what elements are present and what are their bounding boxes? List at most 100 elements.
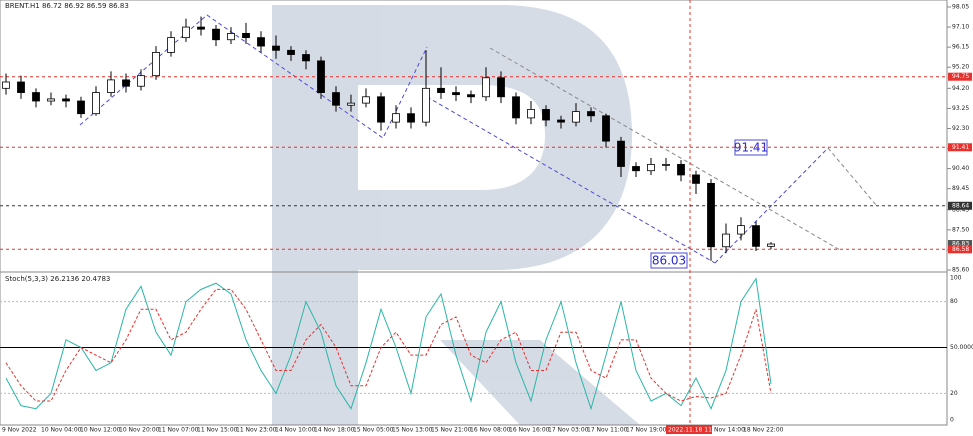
y-tick-label: 50.0000 [950,344,973,351]
candle-body [752,225,760,247]
osc-title: Stoch(5,3,3) 26.2136 20.4783 [5,275,110,283]
candle-body [62,98,70,102]
level-tag [948,72,972,81]
candle-body [572,111,580,123]
candle-body [497,77,505,98]
osc-line [5,277,772,411]
candle-body [422,87,430,123]
candle-body [467,94,475,98]
level-label: 91.41 [952,144,969,151]
x-tick-label: 9 Nov 2022 [2,427,37,434]
candle-body [227,33,235,41]
candle-body [482,77,490,98]
x-tick-label: 14 Nov 18:00 [314,427,355,434]
candle-body [392,113,400,123]
candle-body [17,81,25,93]
candle-body [722,233,730,248]
y-tick-label: 90.40 [952,165,969,172]
osc-frame [0,271,948,426]
candle-body [737,225,745,235]
y-tick-label: 96.15 [952,44,969,51]
x-tick-label: 11 Nov 07:00 [158,427,199,434]
candle-body [32,92,40,102]
x-tick-label: 14 Nov 10:00 [275,427,316,434]
level-label: 86.83 [952,241,969,248]
x-tick-label: 15 Nov 05:00 [353,427,394,434]
x-tick-label: 10 Nov 20:00 [119,427,160,434]
candle-body [527,109,535,119]
candle-body [362,96,370,104]
candle-body [347,102,355,106]
x-tick-label: 11 Nov 23:00 [236,427,277,434]
cursor-tag [666,425,712,434]
candle-body [542,109,550,121]
candle-body [317,60,325,93]
candle-body [137,75,145,87]
level-tag [948,240,972,249]
x-tick-label: 17 Nov 11:00 [587,427,628,434]
x-tick-label: 18 Nov 22:00 [743,427,784,434]
candle-body [512,96,520,119]
candle-body [197,26,205,30]
candle-body [662,163,670,166]
y-tick-label: 94.20 [952,85,969,92]
level-label: 94.75 [952,73,969,80]
x-tick-label: 17 Nov 19:00 [626,427,667,434]
y-tick-label: 100 [950,275,962,282]
candle-body [452,92,460,96]
candle-body [632,166,640,172]
candle-body [617,140,625,167]
y-tick-label: 85.60 [952,267,969,274]
candle-body [707,182,715,248]
y-tick-label: 93.25 [952,105,969,112]
y-tick-label: 95.20 [952,64,969,71]
y-tick-label: 89.45 [952,185,969,192]
x-tick-label: 15 Nov 21:00 [431,427,472,434]
candle-body [647,163,655,172]
x-tick-label: 15 Nov 13:00 [392,427,433,434]
y-tick-label: 0 [950,417,954,424]
candle-body [377,96,385,123]
candle-body [92,92,100,115]
x-tick-label: 10 Nov 12:00 [80,427,121,434]
candle-body [677,163,685,176]
annotation-box [650,252,688,269]
level-label: 88.64 [952,202,969,209]
candle-body [272,45,280,51]
y-tick-label: 80 [950,298,958,305]
x-tick-label: 16 Nov 16:00 [509,427,550,434]
candle-body [122,79,130,87]
candle-body [152,52,160,77]
chart-title: BRENT.H1 86.72 86.92 86.59 86.83 [5,2,129,10]
candle-body [692,174,700,184]
x-tick-label: 17 Nov 03:00 [548,427,589,434]
candle-body [332,92,340,106]
y-tick-label: 87.50 [952,226,969,233]
candle-body [212,28,220,41]
candle-body [767,243,775,247]
candle-body [557,119,565,123]
candle-body [2,81,10,89]
x-tick-label: 2022.11.18 11:00 [668,427,722,434]
candle-body [437,87,445,93]
y-tick-label: 97.10 [952,24,969,31]
y-tick-label: 98.05 [952,4,969,11]
candle-body [302,54,310,62]
candle-body [287,49,295,55]
x-tick-label: 11 Nov 15:00 [197,427,238,434]
candle-body [77,100,85,115]
y-tick-label: 20 [950,390,958,397]
candle-body [257,37,265,47]
candle-body [47,98,55,102]
level-tag [948,245,972,254]
candle-body [602,115,610,142]
y-tick-label: 88.45 [952,206,969,213]
candle-body [107,79,115,93]
candle-body [182,26,190,39]
level-tag [948,143,972,152]
x-tick-label: Nov 14:00 [714,427,745,434]
y-tick-label: 92.30 [952,125,969,132]
level-label: 86.58 [952,246,969,253]
candle-body [587,111,595,117]
